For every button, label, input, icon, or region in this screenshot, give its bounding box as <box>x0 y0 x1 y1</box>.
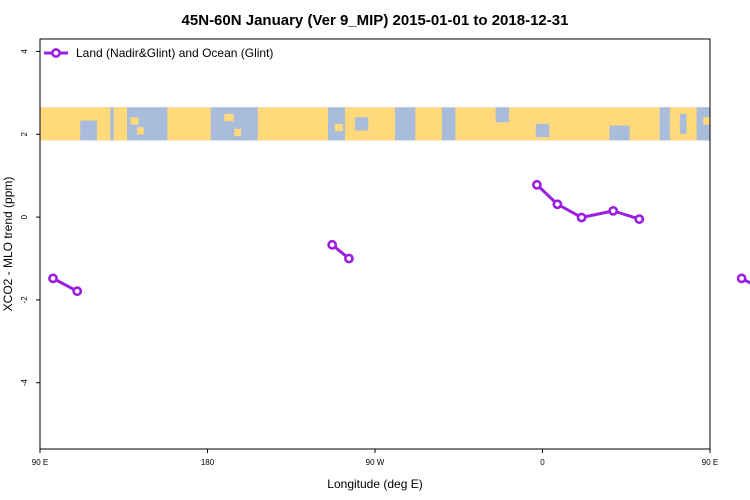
map-land-4 <box>344 107 396 141</box>
data-point <box>72 286 83 297</box>
map-island-4 <box>234 128 241 137</box>
map-land-0 <box>40 107 111 141</box>
x-tick-label: 0 <box>540 458 545 467</box>
x-tick-label: 90 E <box>702 458 718 467</box>
map-island-7 <box>703 117 710 125</box>
legend-marker <box>51 48 61 58</box>
data-point <box>736 273 747 284</box>
map-island-1 <box>137 127 144 135</box>
y-tick-label: 4 <box>20 49 29 54</box>
y-axis-label: XCO2 - MLO trend (ppm) <box>1 177 15 312</box>
data-point <box>344 253 354 264</box>
map-island-5 <box>334 123 343 132</box>
series-layer <box>48 179 750 297</box>
y-tick-label: -2 <box>20 296 29 304</box>
data-point <box>48 273 58 284</box>
map-land-2 <box>167 107 211 141</box>
map-ocean-patch-11 <box>535 123 550 138</box>
map-land-5 <box>415 107 442 141</box>
map-land-3 <box>257 107 329 141</box>
map-island-3 <box>224 113 234 122</box>
x-tick-label: 90 W <box>366 458 385 467</box>
data-point <box>552 199 563 210</box>
chart-title: 45N-60N January (Ver 9_MIP) 2015-01-01 t… <box>182 12 569 29</box>
map-ocean-patch-6 <box>659 107 670 141</box>
x-axis-label: Longitude (deg E) <box>327 477 422 491</box>
y-tick-label: 0 <box>20 214 29 219</box>
data-point <box>634 214 645 225</box>
map-island-0 <box>130 117 139 125</box>
legend: Land (Nadir&Glint) and Ocean (Glint) <box>44 46 273 60</box>
map-land-1 <box>113 107 128 141</box>
data-point <box>576 212 587 223</box>
x-axis: 90 E 180 90 W 0 90 E <box>32 449 718 467</box>
map-island-6 <box>669 125 678 133</box>
map-island-2 <box>177 118 185 127</box>
map-ocean-patch-13 <box>679 113 687 134</box>
map-ocean-patch-0 <box>110 110 114 138</box>
plot-area <box>39 38 750 450</box>
map-ocean-patch-12 <box>609 125 630 141</box>
data-point <box>608 205 619 216</box>
data-point <box>532 179 542 190</box>
map-ocean-patch-8 <box>80 120 97 141</box>
legend-label: Land (Nadir&Glint) and Ocean (Glint) <box>76 46 273 60</box>
map-ocean-patch-4 <box>395 107 416 131</box>
y-tick-label: -4 <box>20 379 29 387</box>
map-ocean-patch-9 <box>354 117 369 131</box>
y-axis: -4 -2 0 2 4 <box>20 49 40 387</box>
map-ocean-patch-5 <box>442 113 456 141</box>
y-tick-label: 2 <box>20 131 29 136</box>
x-tick-label: 90 E <box>32 458 48 467</box>
data-point <box>327 239 338 250</box>
x-tick-label: 180 <box>201 458 215 467</box>
world-map-band <box>40 107 710 141</box>
map-ocean-patch-10 <box>495 107 509 123</box>
